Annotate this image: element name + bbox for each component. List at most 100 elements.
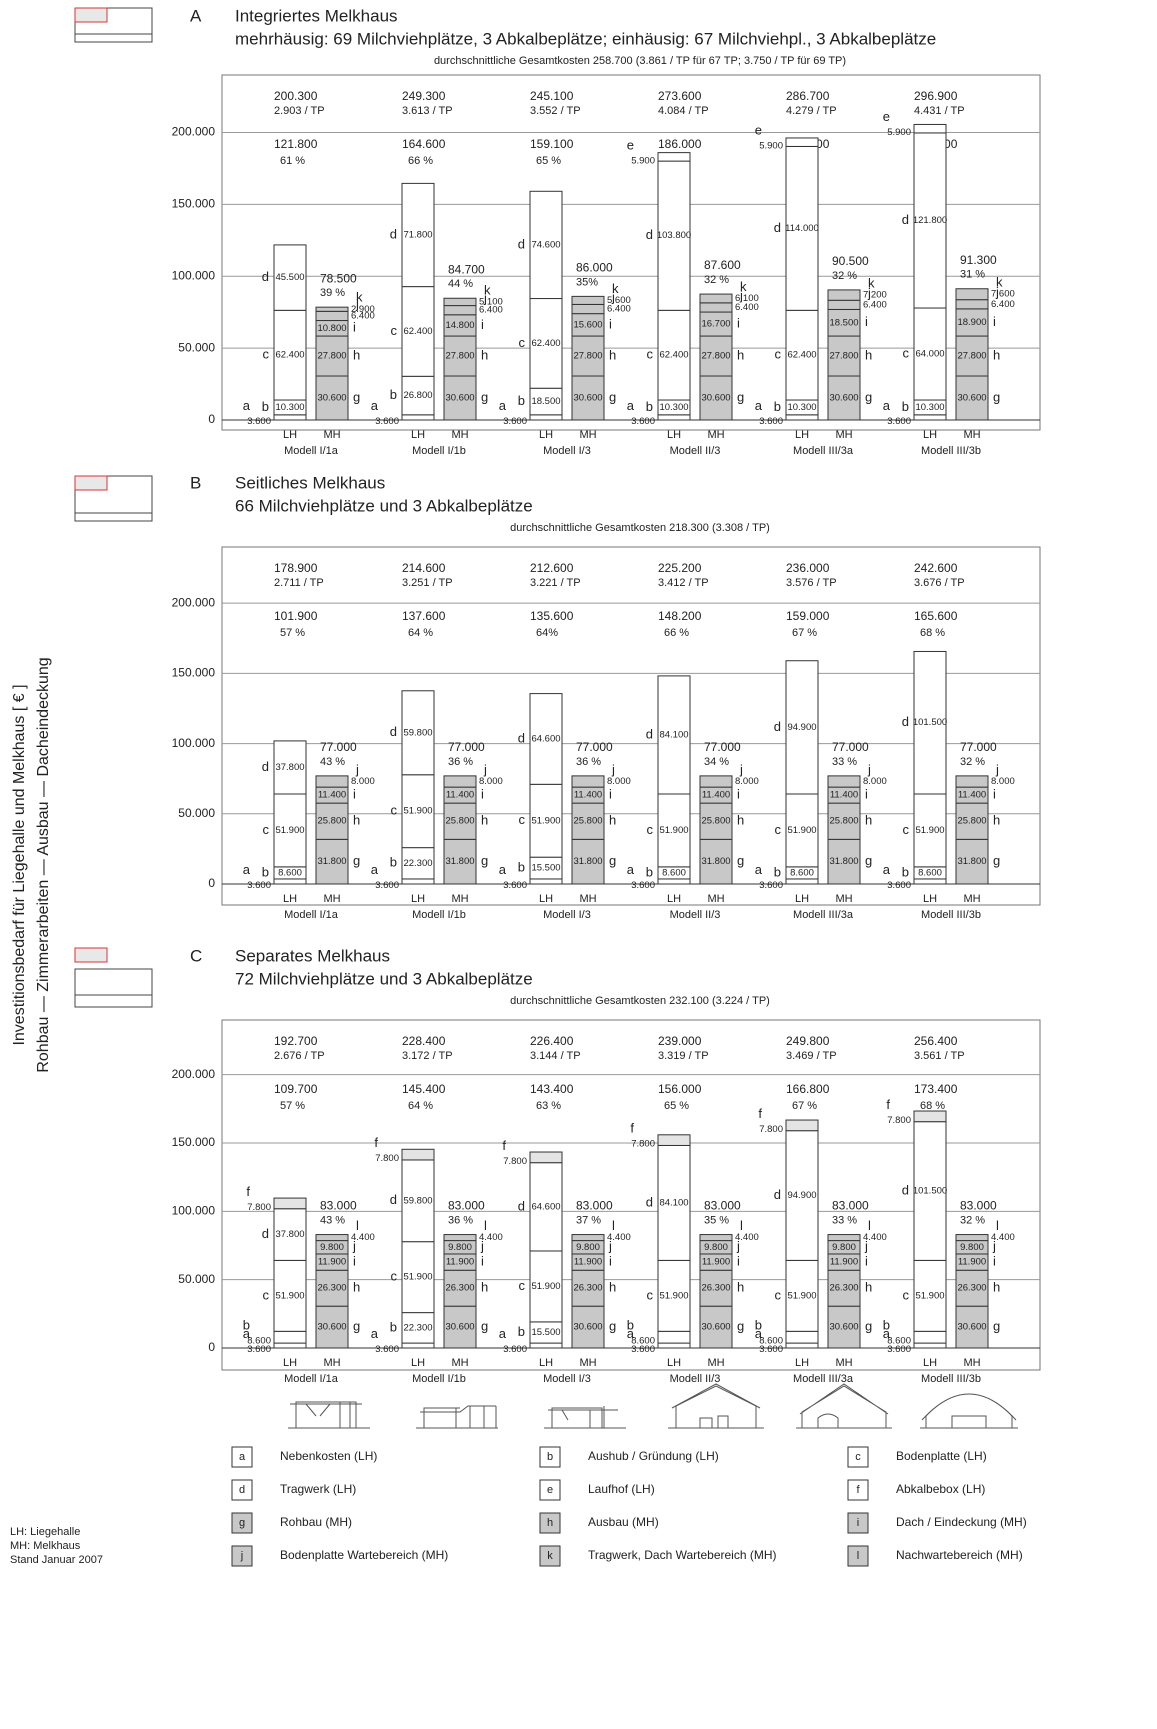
segment-letter: g: [481, 1319, 488, 1334]
segment-value-label: 5.900: [631, 155, 655, 166]
per-tp-label: 4.279 / TP: [786, 105, 837, 117]
bar-segment: [827, 1269, 861, 1307]
bar-segment: [529, 783, 563, 858]
bar-segment: [273, 414, 307, 421]
segment-letter: b: [646, 864, 653, 879]
total-label: 236.000: [786, 561, 830, 575]
mh-share-label: 37 %: [576, 1214, 601, 1226]
segment-letter: j: [611, 762, 615, 777]
bar-segment: [913, 793, 947, 868]
segment-letter: c: [519, 335, 526, 350]
segment-value-label: 27.800: [829, 351, 858, 362]
per-tp-label: 3.613 / TP: [402, 105, 453, 117]
segment-letter: d: [774, 220, 781, 235]
segment-value-label: 4.400: [735, 1232, 759, 1243]
segment-value-label: 3.600: [247, 1344, 271, 1355]
stack-label: MH: [835, 429, 852, 441]
total-label: 286.700: [786, 89, 830, 103]
segment-letter: k: [484, 282, 491, 297]
mh-share-label: 36 %: [576, 756, 601, 768]
segment-letter: f: [246, 1184, 250, 1199]
bar-segment: [529, 1162, 563, 1252]
bar-segment: [657, 160, 691, 311]
segment-value-label: 101.500: [913, 717, 947, 728]
segment-value-label: 16.700: [701, 319, 730, 330]
stack-label: MH: [579, 1357, 596, 1369]
footnote: LH: Liegehalle: [10, 1526, 80, 1538]
total-label: 228.400: [402, 1034, 446, 1048]
segment-value-label: 30.600: [701, 1322, 730, 1333]
segment-value-label: 11.900: [574, 1257, 602, 1268]
stack-label: LH: [667, 893, 681, 905]
bar-segment: [785, 793, 819, 868]
category-label: Modell I/3: [543, 1373, 591, 1385]
segment-letter: c: [391, 1269, 398, 1284]
segment-letter: l: [356, 1218, 359, 1233]
bar-segment: [913, 650, 947, 795]
bar-segment: [529, 298, 563, 389]
category-label: Modell I/1b: [412, 445, 466, 457]
bar-segment: [785, 414, 819, 421]
segment-letter: a: [883, 862, 891, 877]
segment-value-label: 30.600: [317, 1322, 346, 1333]
bar-segment: [699, 838, 733, 885]
legend-key: l: [857, 1550, 859, 1562]
segment-value-label: 9.800: [704, 1242, 728, 1253]
segment-value-label: 94.900: [787, 722, 816, 733]
category-label: Modell I/3: [543, 909, 591, 921]
bar-segment: [827, 1305, 861, 1349]
segment-letter: k: [996, 275, 1003, 290]
stack-label: LH: [795, 1357, 809, 1369]
stack-label: LH: [539, 1357, 553, 1369]
segment-letter: a: [627, 1326, 635, 1341]
bar-segment: [913, 1342, 947, 1349]
segment-value-label: 31.800: [829, 856, 858, 867]
segment-value-label: 30.600: [445, 1322, 474, 1333]
segment-letter: c: [647, 822, 654, 837]
bar-segment: [571, 303, 605, 315]
per-tp-label: 3.144 / TP: [530, 1050, 581, 1062]
segment-value-label: 64.600: [531, 733, 560, 744]
legend-label: Ausbau (MH): [588, 1515, 659, 1529]
segment-value-label: 5.900: [887, 127, 911, 138]
lh-share-label: 57 %: [280, 627, 305, 639]
segment-value-label: 10.300: [915, 402, 944, 413]
bar-segment: [273, 1208, 307, 1261]
category-label: Modell I/1a: [284, 445, 339, 457]
lh-sum-label: 121.800: [274, 137, 318, 151]
segment-value-label: 62.400: [659, 350, 688, 361]
bar-segment: [827, 299, 861, 310]
bar-segment: [401, 774, 435, 849]
legend-swatch: [847, 1479, 869, 1501]
stack-label: LH: [283, 1357, 297, 1369]
segment-letter: i: [993, 787, 996, 802]
y-tick-label: 200.000: [172, 1067, 216, 1081]
segment-letter: i: [993, 314, 996, 329]
segment-letter: g: [353, 853, 360, 868]
segment-value-label: 3.600: [759, 880, 783, 891]
segment-value-label: 8.000: [479, 776, 503, 787]
per-tp-label: 4.084 / TP: [658, 105, 709, 117]
segment-letter: j: [480, 1239, 484, 1254]
segment-letter: g: [993, 389, 1000, 404]
bar-segment: [401, 1241, 435, 1314]
legend-key: e: [547, 1484, 553, 1496]
legend-key: j: [240, 1550, 243, 1562]
mh-share-label: 33 %: [832, 1214, 857, 1226]
segment-value-label: 18.500: [829, 317, 858, 328]
segment-letter: d: [646, 1194, 653, 1209]
total-label: 249.300: [402, 89, 446, 103]
segment-value-label: 6.400: [351, 310, 375, 321]
category-label: Modell III/3a: [793, 1373, 854, 1385]
segment-value-label: 11.400: [574, 790, 602, 801]
bar-segment: [955, 775, 989, 788]
mh-sum-label: 83.000: [320, 1199, 357, 1213]
segment-value-label: 25.800: [957, 816, 986, 827]
segment-letter: h: [993, 347, 1000, 362]
segment-value-label: 10.300: [275, 402, 304, 413]
legend-label: Bodenplatte Wartebereich (MH): [280, 1548, 448, 1562]
stack-label: MH: [451, 429, 468, 441]
stack-label: LH: [539, 429, 553, 441]
segment-value-label: 8.600: [247, 1336, 271, 1347]
